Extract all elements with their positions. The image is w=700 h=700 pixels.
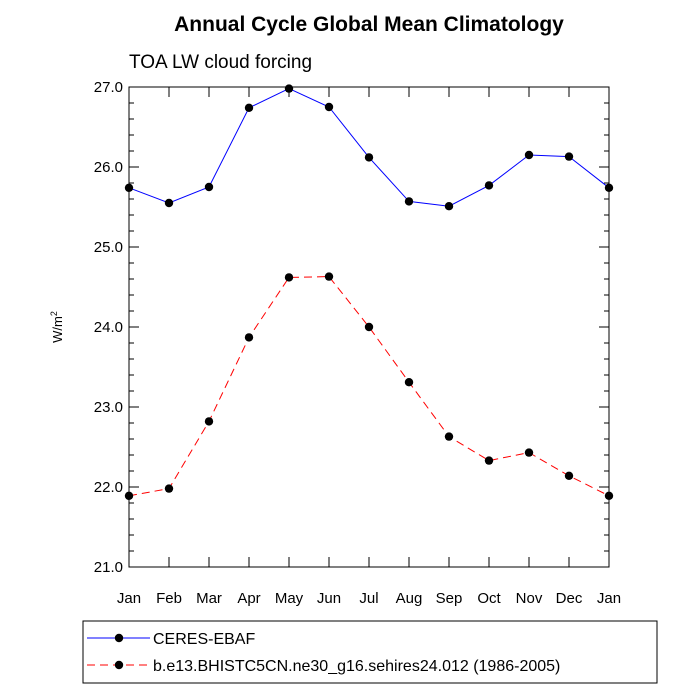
- series-1-point: [324, 102, 334, 112]
- series-2-point: [444, 432, 454, 441]
- series-1-point: [604, 183, 614, 192]
- y-tick-label: 22.0: [94, 479, 123, 496]
- series-line-1: [128, 88, 610, 207]
- x-tick-label: Oct: [477, 590, 501, 607]
- x-tick-label: Aug: [396, 590, 423, 607]
- x-tick-label: Jan: [117, 590, 141, 607]
- series-1-point: [444, 202, 454, 211]
- series-2-point: [324, 272, 334, 281]
- x-tick-label: Jan: [597, 590, 621, 607]
- series-2-point: [404, 378, 414, 387]
- x-tick-label: Nov: [516, 590, 543, 607]
- legend-box: [82, 620, 658, 684]
- series-1-point: [564, 152, 574, 161]
- series-1-point: [284, 84, 294, 93]
- y-tick-label: 24.0: [94, 319, 123, 336]
- x-tick-label: Feb: [156, 590, 182, 607]
- x-tick-label: Jul: [359, 590, 378, 607]
- series-2-point: [244, 333, 254, 342]
- series-1-point: [404, 197, 414, 206]
- x-tick-label: Mar: [196, 590, 222, 607]
- series-2-point: [364, 322, 374, 332]
- chart-title: Annual Cycle Global Mean Climatology: [174, 13, 564, 36]
- legend-label-1: CERES-EBAF: [153, 631, 255, 648]
- series-2-point: [604, 491, 614, 500]
- series-2-point: [524, 448, 534, 457]
- x-tick-label: Apr: [237, 590, 260, 607]
- series-1-point: [524, 150, 534, 160]
- series-2-point: [564, 471, 574, 480]
- series-1-point: [204, 182, 214, 192]
- series-1-point: [164, 198, 174, 208]
- legend: CERES-EBAF b.e13.BHISTC5CN.ne30_g16.sehir…: [82, 620, 658, 684]
- y-tick-label: 23.0: [94, 399, 123, 416]
- series-2-point: [164, 484, 174, 493]
- series-line-2: [128, 276, 610, 497]
- series-2-point: [204, 417, 214, 426]
- x-tick-label: Sep: [436, 590, 463, 607]
- series-2-point: [124, 491, 134, 500]
- y-axis-label-unit: W/m: [50, 316, 65, 343]
- series-1-point: [244, 103, 254, 113]
- series-2-point: [484, 456, 494, 465]
- series-2-point: [284, 273, 294, 282]
- y-tick-label: 26.0: [94, 159, 123, 176]
- y-axis-label: W/m2: [49, 311, 65, 343]
- x-tick-label: Dec: [556, 590, 583, 607]
- y-tick-label: 27.0: [94, 79, 123, 96]
- plot-area: 21.0 22.0 23.0 24.0 25.0 26.0 27.0 Jan Feb Mar Apr…: [94, 79, 621, 607]
- x-tick-label: May: [275, 590, 304, 607]
- chart-subtitle: TOA LW cloud forcing: [129, 52, 312, 73]
- y-axis-label-exponent: 2: [49, 311, 59, 316]
- series-1-point: [124, 183, 134, 192]
- x-tick-label: Jun: [317, 590, 341, 607]
- legend-marker-2: [114, 660, 124, 670]
- legend-marker-1: [114, 633, 124, 643]
- series-1-point: [364, 153, 374, 162]
- legend-label-2: b.e13.BHISTC5CN.ne30_g16.sehires24.012 (…: [153, 658, 560, 675]
- y-tick-label: 25.0: [94, 239, 123, 256]
- y-tick-label: 21.0: [94, 559, 123, 576]
- series-1-point: [484, 181, 494, 190]
